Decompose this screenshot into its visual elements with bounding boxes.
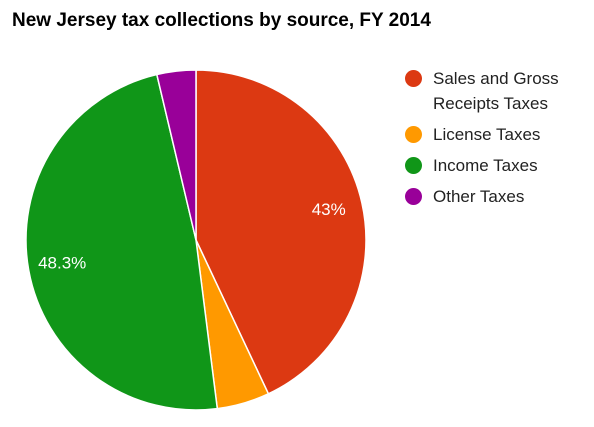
pie-slice-labels: 43% 48.3% <box>38 200 346 273</box>
chart-title: New Jersey tax collections by source, FY… <box>12 10 431 31</box>
pie-slice-sales-and-gross-receipts-taxes <box>195 69 367 395</box>
slice-percent-label: 43% <box>312 200 346 219</box>
legend-item: License Taxes <box>403 122 588 147</box>
legend-label: Sales and Gross Receipts Taxes <box>433 69 559 113</box>
legend-swatch <box>405 188 422 205</box>
legend-item: Other Taxes <box>403 184 588 209</box>
slice-percent-label: 48.3% <box>38 254 86 273</box>
legend-swatch <box>405 126 422 143</box>
legend-label: Other Taxes <box>433 187 525 206</box>
pie-slices <box>25 69 367 411</box>
legend-label: License Taxes <box>433 125 541 144</box>
legend-item: Sales and Gross Receipts Taxes <box>403 66 588 116</box>
legend-swatch <box>405 70 422 87</box>
legend-label: Income Taxes <box>433 156 538 175</box>
legend-item: Income Taxes <box>403 153 588 178</box>
pie-slice-income-taxes <box>25 73 219 411</box>
legend: Sales and Gross Receipts Taxes License Ta… <box>403 66 588 215</box>
pie-slice-other-taxes <box>155 69 197 241</box>
legend-swatch <box>405 157 422 174</box>
